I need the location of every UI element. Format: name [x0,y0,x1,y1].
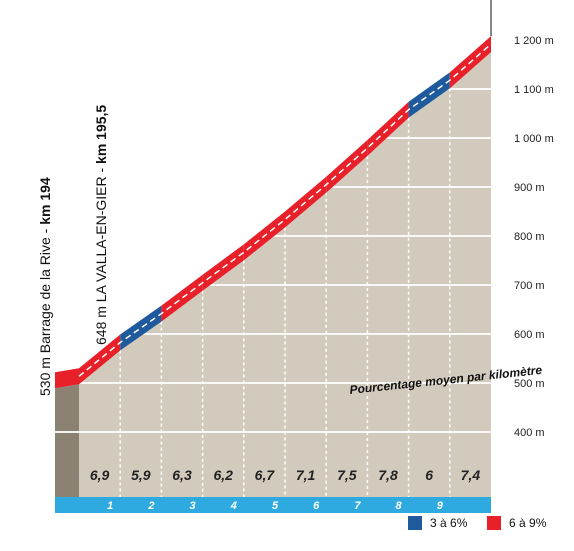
km-label: 9 [437,500,444,512]
base-strip-bar [55,497,491,513]
terrain-side [55,384,79,497]
gradient-label: 7,5 [337,467,357,483]
km-label: 4 [230,500,237,512]
ribbon-centerline [78,43,492,377]
gradient-labels: 6,9 5,9 6,3 6,2 6,7 7,1 7,5 7,8 6 7,4 [90,467,480,483]
km-label: 7 [354,500,361,512]
landmark-1-name: LA VALLA-EN-GIER [93,176,109,303]
legend-label-1: 6 à 9% [509,516,547,530]
ytick-label: 800 m [514,231,545,243]
ytick-label: 600 m [514,329,545,341]
gradient-label: 6,9 [90,467,110,483]
gradient-label: 7,1 [296,467,316,483]
gradient-ribbon [55,0,492,389]
km-label: 6 [313,500,320,512]
ytick-label: 1 000 m [514,133,554,145]
legend-swatch-0 [408,516,422,530]
landmark-0-name: Barrage de la Rive [37,237,53,354]
landmark-1-km: km 195,5 [93,104,109,164]
terrain-face [79,52,491,497]
legend-label-0: 3 à 6% [430,516,468,530]
gradient-label: 6,7 [255,467,276,483]
terrain-layer [55,52,491,497]
km-label: 8 [396,500,403,512]
landmark-0-alt: 530 m [37,357,53,396]
base-strip [55,497,491,513]
legend-item-0: 3 à 6% [408,516,467,530]
km-labels: 1 2 3 4 5 6 7 8 9 [107,500,444,512]
ytick-label: 500 m [514,378,545,390]
gradient-segment [408,72,450,118]
gradient-label: 6,2 [213,467,233,483]
gradient-segment [161,274,203,322]
km-label: 1 [107,500,113,512]
landmark-label-0: 530 m Barrage de la Rive - km 194 [37,177,53,396]
gradient-label: 7,4 [461,467,481,483]
km-label: 2 [147,500,154,512]
ytick-label: 900 m [514,182,545,194]
legend-item-1: 6 à 9% [487,516,546,530]
km-label: 5 [272,500,279,512]
gradient-label: 7,8 [378,467,398,483]
legend-swatch-1 [487,516,501,530]
landmark-0-km: km 194 [37,177,53,225]
ytick-label: 700 m [514,280,545,292]
ytick-label: 1 100 m [514,84,554,96]
ytick-label: 1 200 m [514,35,554,47]
gradient-segment [367,101,409,156]
landmark-1-alt: 648 m [93,306,109,345]
gradient-cap [55,368,79,389]
y-axis-ticks: 400 m 500 m 600 m 700 m 800 m 900 m 1 000 m 1 1… [514,35,554,439]
gradient-label: 5,9 [131,467,151,483]
gradient-label: 6 [425,467,433,483]
gradient-label: 6,3 [172,467,192,483]
gradient-segment [79,334,121,385]
gradient-segment [120,305,162,351]
km-label: 3 [190,500,196,512]
landmark-label-1: 648 m LA VALLA-EN-GIER - km 195,5 [93,104,109,345]
ytick-label: 400 m [514,427,545,439]
